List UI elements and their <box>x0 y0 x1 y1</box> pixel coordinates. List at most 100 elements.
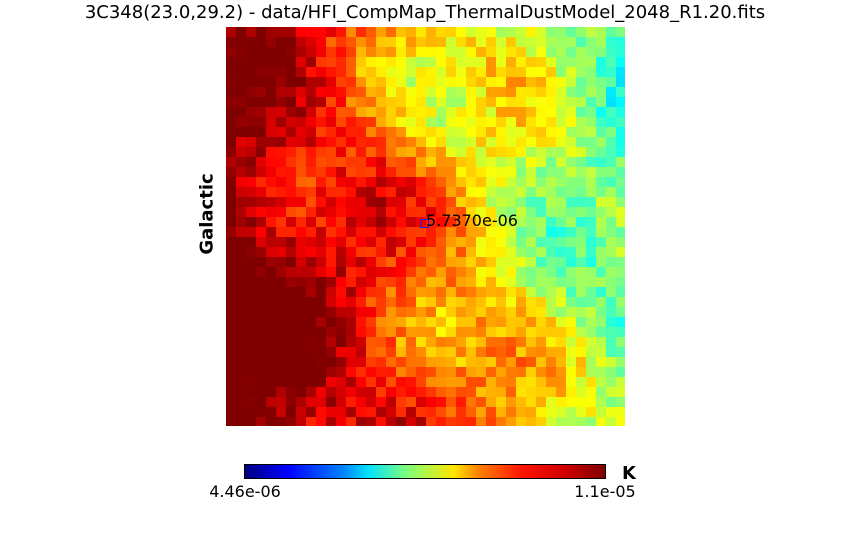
map-pixel <box>276 307 287 318</box>
map-pixel <box>586 377 597 388</box>
map-pixel <box>326 397 337 408</box>
map-pixel <box>506 237 517 248</box>
map-pixel <box>406 157 417 168</box>
map-pixel <box>276 57 287 68</box>
map-pixel <box>276 277 287 288</box>
map-pixel <box>506 307 517 318</box>
map-pixel <box>316 147 327 158</box>
map-pixel <box>376 277 387 288</box>
map-pixel <box>296 57 307 68</box>
map-pixel <box>336 397 347 408</box>
map-pixel <box>366 367 377 378</box>
map-pixel <box>536 297 547 308</box>
map-pixel <box>506 347 517 358</box>
map-pixel <box>486 157 497 168</box>
map-pixel <box>596 267 607 278</box>
map-pixel <box>526 327 537 338</box>
map-pixel <box>426 187 437 198</box>
map-pixel <box>416 377 427 388</box>
map-pixel <box>616 37 625 48</box>
map-pixel <box>306 397 317 408</box>
map-pixel <box>256 167 267 178</box>
map-pixel <box>376 127 387 138</box>
map-pixel <box>306 217 317 228</box>
map-pixel <box>476 417 487 426</box>
map-pixel <box>486 127 497 138</box>
map-pixel <box>596 237 607 248</box>
map-pixel <box>416 317 427 328</box>
map-pixel <box>336 227 347 238</box>
map-pixel <box>396 397 407 408</box>
map-pixel <box>286 267 297 278</box>
map-pixel <box>246 197 257 208</box>
map-pixel <box>316 207 327 218</box>
map-pixel <box>466 417 477 426</box>
map-pixel <box>456 77 467 88</box>
map-pixel <box>396 387 407 398</box>
map-pixel <box>606 47 617 58</box>
map-pixel <box>396 147 407 158</box>
map-pixel <box>376 177 387 188</box>
map-pixel <box>296 207 307 218</box>
map-pixel <box>526 37 537 48</box>
map-pixel <box>536 177 547 188</box>
map-pixel <box>566 417 577 426</box>
map-pixel <box>466 57 477 68</box>
map-pixel <box>536 137 547 148</box>
map-pixel <box>586 267 597 278</box>
map-pixel <box>516 147 527 158</box>
map-pixel <box>316 357 327 368</box>
map-pixel <box>566 297 577 308</box>
map-pixel <box>246 57 257 68</box>
map-pixel <box>266 107 277 118</box>
map-pixel <box>546 407 557 418</box>
map-pixel <box>506 177 517 188</box>
map-pixel <box>266 187 277 198</box>
map-pixel <box>566 97 577 108</box>
map-pixel <box>246 227 257 238</box>
map-pixel <box>586 387 597 398</box>
map-pixel <box>276 67 287 78</box>
map-pixel <box>326 237 337 248</box>
map-pixel <box>286 317 297 328</box>
map-pixel <box>426 247 437 258</box>
map-pixel <box>616 227 625 238</box>
map-pixel <box>296 227 307 238</box>
map-pixel <box>396 57 407 68</box>
map-pixel <box>426 107 437 118</box>
map-pixel <box>366 347 377 358</box>
map-pixel <box>576 287 587 298</box>
map-pixel <box>586 317 597 328</box>
map-pixel <box>376 87 387 98</box>
map-pixel <box>376 187 387 198</box>
map-pixel <box>526 377 537 388</box>
map-pixel <box>426 337 437 348</box>
map-pixel <box>446 187 457 198</box>
map-pixel <box>246 287 257 298</box>
map-pixel <box>296 367 307 378</box>
map-pixel <box>246 237 257 248</box>
colorbar-max-label: 1.1e-05 <box>574 482 636 501</box>
map-pixel <box>236 117 247 128</box>
map-pixel <box>546 37 557 48</box>
map-pixel <box>506 377 517 388</box>
map-pixel <box>606 377 617 388</box>
map-pixel <box>366 67 377 78</box>
map-pixel <box>336 57 347 68</box>
map-pixel <box>596 227 607 238</box>
colorbar <box>244 464 606 479</box>
map-pixel <box>616 417 625 426</box>
map-pixel <box>446 137 457 148</box>
map-pixel <box>416 137 427 148</box>
map-pixel <box>296 407 307 418</box>
map-pixel <box>606 297 617 308</box>
map-pixel <box>366 197 377 208</box>
map-pixel <box>486 167 497 178</box>
map-pixel <box>446 367 457 378</box>
map-pixel <box>486 87 497 98</box>
map-pixel <box>396 367 407 378</box>
map-pixel <box>446 297 457 308</box>
map-pixel <box>456 397 467 408</box>
map-pixel <box>506 137 517 148</box>
map-pixel <box>446 217 457 228</box>
